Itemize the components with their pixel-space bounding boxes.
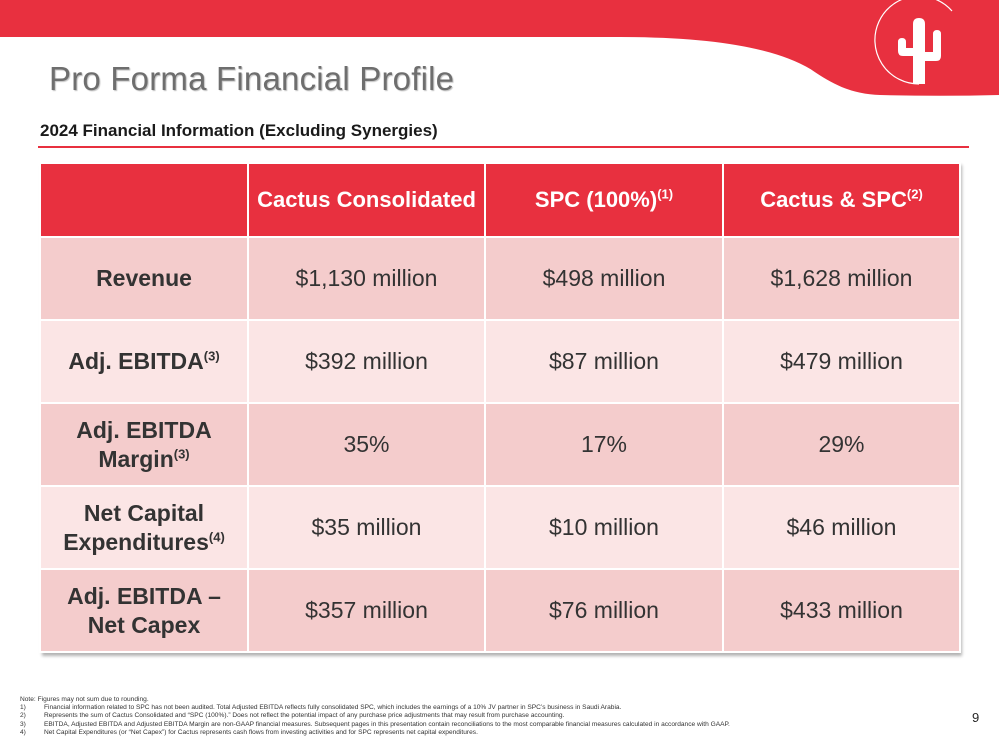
- table-cell: $357 million: [247, 568, 486, 653]
- row-label: Adj. EBITDA – Net Capex: [39, 568, 249, 653]
- table-row-revenue: Revenue $1,130 million $498 million $1,6…: [39, 236, 961, 321]
- row-label-text: Revenue: [96, 265, 192, 291]
- row-label-text: Net Capital Expenditures: [63, 499, 209, 555]
- footnote-text: EBITDA, Adjusted EBITDA and Adjusted EBI…: [44, 720, 730, 728]
- footnote-note-text: Note: Figures may not sum due to roundin…: [20, 696, 149, 703]
- page-title: Pro Forma Financial Profile: [49, 60, 455, 97]
- table-cell: $498 million: [484, 236, 724, 321]
- table-cell: $433 million: [722, 568, 961, 653]
- table-cell: $392 million: [247, 319, 486, 404]
- row-label-text: Adj. EBITDA: [68, 348, 204, 374]
- financial-table: Cactus Consolidated SPC (100%)(1) Cactus…: [39, 162, 961, 653]
- table-cell: $1,130 million: [247, 236, 486, 321]
- row-label-text: Adj. EBITDA – Net Capex: [67, 582, 221, 638]
- column-header-spc: SPC (100%)(1): [484, 162, 724, 238]
- footnote-number: 2): [20, 712, 26, 720]
- table-cell: $87 million: [484, 319, 724, 404]
- table-cell: $10 million: [484, 485, 724, 570]
- financial-table-container: Cactus Consolidated SPC (100%)(1) Cactus…: [39, 162, 961, 653]
- header-swoosh: [0, 0, 999, 97]
- table-header-row: Cactus Consolidated SPC (100%)(1) Cactus…: [39, 162, 961, 238]
- row-footnote-marker: (3): [203, 348, 220, 364]
- footnote-number: 1): [20, 704, 26, 712]
- table-cell: $46 million: [722, 485, 961, 570]
- column-header-label: SPC (100%): [534, 187, 658, 212]
- table-cell: $35 million: [247, 485, 486, 570]
- footnote-item: 2) Represents the sum of Cactus Consolid…: [20, 712, 920, 720]
- row-label-text: Adj. EBITDA Margin: [76, 416, 212, 472]
- page-number: 9: [972, 710, 980, 725]
- subtitle-divider: [38, 146, 969, 148]
- footnote-text: Financial information related to SPC has…: [44, 704, 622, 712]
- row-label: Net Capital Expenditures(4): [39, 485, 249, 570]
- table-cell: 17%: [484, 402, 724, 487]
- footnote-item: 3) EBITDA, Adjusted EBITDA and Adjusted …: [20, 721, 920, 729]
- header-band: [0, 0, 999, 98]
- table-cell: 35%: [247, 402, 486, 487]
- footnote-item: 4) Net Capital Expenditures (or “Net Cap…: [20, 729, 920, 737]
- column-header-footnote-marker: (1): [657, 186, 674, 202]
- footnote-note: Note: Figures may not sum due to roundin…: [20, 696, 920, 704]
- column-header-cactus-and-spc: Cactus & SPC(2): [722, 162, 961, 238]
- row-label: Adj. EBITDA Margin(3): [39, 402, 249, 487]
- footnote-text: Represents the sum of Cactus Consolidate…: [44, 712, 565, 720]
- column-header-label: Cactus Consolidated: [257, 187, 476, 212]
- table-cell: 29%: [722, 402, 961, 487]
- table-row-adj-ebitda-margin: Adj. EBITDA Margin(3) 35% 17% 29%: [39, 402, 961, 487]
- column-header-cactus-consolidated: Cactus Consolidated: [247, 162, 486, 238]
- footnote-number: 4): [20, 728, 26, 736]
- section-subtitle: 2024 Financial Information (Excluding Sy…: [40, 121, 438, 140]
- table-row-ebitda-minus-capex: Adj. EBITDA – Net Capex $357 million $76…: [39, 568, 961, 653]
- column-header-label: Cactus & SPC: [760, 187, 907, 212]
- footnote-number: 3): [20, 720, 26, 728]
- cactus-logo-icon: [874, 0, 953, 85]
- footnote-text: Net Capital Expenditures (or “Net Capex”…: [44, 728, 478, 736]
- row-label: Revenue: [39, 236, 249, 321]
- table-cell: $479 million: [722, 319, 961, 404]
- column-header-footnote-marker: (2): [906, 186, 923, 202]
- row-footnote-marker: (3): [173, 445, 190, 461]
- footnote-item: 1) Financial information related to SPC …: [20, 704, 920, 712]
- row-label: Adj. EBITDA(3): [39, 319, 249, 404]
- table-cell: $1,628 million: [722, 236, 961, 321]
- table-row-net-capex: Net Capital Expenditures(4) $35 million …: [39, 485, 961, 570]
- header-corner-cell: [39, 162, 249, 238]
- footnotes: Note: Figures may not sum due to roundin…: [20, 696, 920, 737]
- row-footnote-marker: (4): [208, 528, 225, 544]
- table-row-adj-ebitda: Adj. EBITDA(3) $392 million $87 million …: [39, 319, 961, 404]
- table-cell: $76 million: [484, 568, 724, 653]
